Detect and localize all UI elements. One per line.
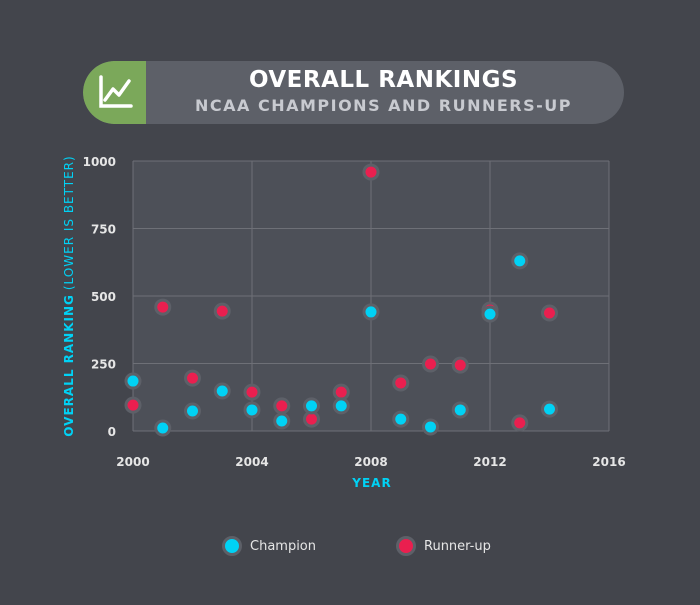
champion-point bbox=[422, 418, 439, 436]
runner-up-point bbox=[362, 163, 380, 181]
runner-up-point bbox=[124, 396, 142, 414]
chart-title: OVERALL RANKINGS bbox=[248, 67, 519, 93]
champion-point bbox=[154, 419, 172, 437]
y-tick-label: 500 bbox=[91, 290, 116, 304]
champion-point bbox=[243, 401, 261, 419]
chart-subtitle: NCAA CHAMPIONS AND RUNNERS-UP bbox=[194, 96, 573, 115]
runner-up-point bbox=[243, 383, 261, 401]
legend-label: Runner-up bbox=[424, 538, 491, 554]
x-tick-label: 2004 bbox=[235, 455, 268, 469]
y-axis-label-note: (LOWER IS BETTER) bbox=[62, 155, 76, 290]
champion-point bbox=[481, 305, 499, 323]
runner-up-point bbox=[422, 355, 439, 373]
runner-up-point bbox=[184, 369, 201, 387]
champion-point bbox=[541, 400, 558, 418]
y-tick-label: 0 bbox=[108, 425, 116, 439]
runner-up-swatch bbox=[396, 536, 416, 556]
champion-point bbox=[273, 412, 291, 430]
champion-point bbox=[303, 397, 320, 415]
runner-up-point bbox=[332, 383, 350, 401]
legend-champion: Champion bbox=[222, 536, 316, 556]
x-tick-label: 2000 bbox=[116, 455, 149, 469]
runner-up-point bbox=[273, 397, 291, 415]
y-axis-label-main: OVERALL RANKING bbox=[62, 294, 76, 437]
runner-up-point bbox=[451, 356, 469, 374]
title-banner: OVERALL RANKINGS NCAA CHAMPIONS AND RUNN… bbox=[83, 61, 624, 124]
champion-point bbox=[511, 252, 529, 270]
y-tick-label: 750 bbox=[91, 223, 116, 237]
y-tick-label: 250 bbox=[91, 358, 116, 372]
champion-point bbox=[184, 402, 201, 420]
champion-point bbox=[451, 401, 469, 419]
champion-point bbox=[392, 410, 410, 428]
y-axis-label: OVERALL RANKING (LOWER IS BETTER) bbox=[62, 155, 76, 436]
runner-up-point bbox=[154, 298, 172, 316]
y-tick-label: 1000 bbox=[83, 155, 116, 169]
x-tick-label: 2012 bbox=[473, 455, 506, 469]
champion-point bbox=[124, 372, 142, 390]
runner-up-point bbox=[392, 374, 410, 392]
champion-point bbox=[362, 303, 380, 321]
x-tick-label: 2016 bbox=[592, 455, 625, 469]
legend-runner-up: Runner-up bbox=[396, 536, 491, 556]
legend-label: Champion bbox=[250, 538, 317, 554]
runner-up-point bbox=[213, 302, 231, 320]
runner-up-point bbox=[541, 304, 558, 322]
x-tick-label: 2008 bbox=[354, 455, 387, 469]
runner-up-point bbox=[511, 414, 529, 432]
champion-point bbox=[332, 397, 350, 415]
line-chart-icon-glyph bbox=[99, 75, 133, 108]
x-axis-label: YEAR bbox=[351, 476, 391, 490]
champion-swatch bbox=[222, 536, 242, 556]
champion-point bbox=[213, 382, 231, 400]
